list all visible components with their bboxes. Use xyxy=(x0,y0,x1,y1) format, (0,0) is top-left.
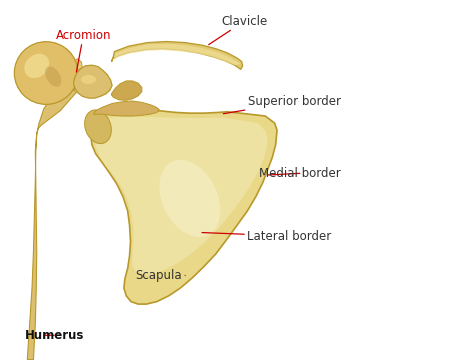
Text: Medial border: Medial border xyxy=(259,167,341,180)
Text: Scapula: Scapula xyxy=(136,269,185,282)
Polygon shape xyxy=(91,109,277,304)
Polygon shape xyxy=(112,42,243,69)
Polygon shape xyxy=(27,84,79,360)
Text: Lateral border: Lateral border xyxy=(202,230,331,243)
Text: Acromion: Acromion xyxy=(55,29,111,72)
Polygon shape xyxy=(93,101,159,116)
Polygon shape xyxy=(114,44,241,65)
Polygon shape xyxy=(96,117,268,274)
Ellipse shape xyxy=(14,42,78,104)
Polygon shape xyxy=(60,59,82,91)
Ellipse shape xyxy=(24,54,49,78)
Ellipse shape xyxy=(81,75,96,84)
Text: Clavicle: Clavicle xyxy=(209,14,268,45)
Polygon shape xyxy=(111,81,142,100)
Text: Humerus: Humerus xyxy=(25,329,84,342)
Polygon shape xyxy=(73,65,112,98)
Ellipse shape xyxy=(159,160,220,237)
Ellipse shape xyxy=(85,110,111,144)
Text: Superior border: Superior border xyxy=(223,95,341,114)
Ellipse shape xyxy=(45,66,62,87)
